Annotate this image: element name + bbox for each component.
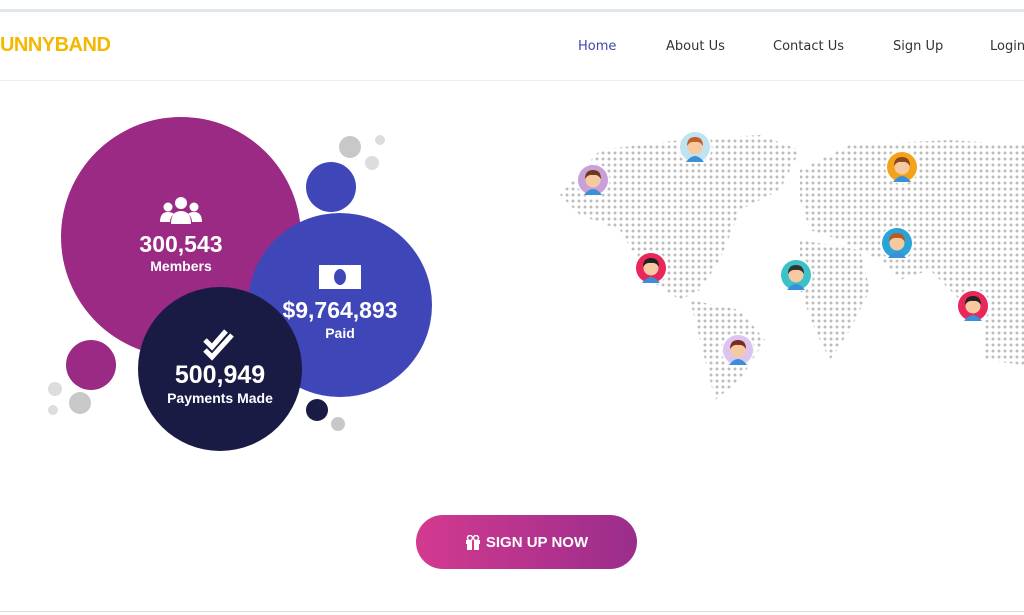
avatar-part bbox=[730, 340, 746, 349]
avatar-part bbox=[585, 170, 601, 179]
nav-link[interactable]: Login bbox=[990, 39, 1024, 54]
check-icon bbox=[203, 329, 234, 361]
avatar-part bbox=[687, 137, 703, 146]
nav-link[interactable]: Sign Up bbox=[893, 39, 944, 54]
deco-dot bbox=[339, 136, 361, 158]
avatar-part bbox=[889, 235, 905, 251]
avatar-part bbox=[788, 265, 804, 274]
deco-dot bbox=[66, 340, 116, 390]
stat-label: Paid bbox=[325, 325, 355, 341]
avatar-part bbox=[894, 157, 910, 166]
avatar-part bbox=[894, 159, 910, 175]
button-label: SIGN UP NOW bbox=[485, 533, 589, 551]
deco-dot bbox=[375, 135, 385, 145]
nav-link[interactable]: Home bbox=[578, 39, 617, 54]
stat-bubble bbox=[138, 287, 302, 451]
deco-dot bbox=[48, 405, 58, 415]
avatar-part bbox=[964, 315, 982, 321]
deco-dot bbox=[306, 399, 328, 421]
avatar-part bbox=[729, 359, 747, 365]
avatar-part bbox=[965, 298, 981, 314]
avatar-part bbox=[642, 277, 660, 283]
avatar-part bbox=[888, 252, 906, 258]
nav-link[interactable]: About Us bbox=[666, 39, 725, 54]
avatar-part bbox=[889, 233, 905, 242]
deco-dot bbox=[306, 162, 356, 212]
avatar-part bbox=[687, 139, 703, 155]
deco-dot bbox=[365, 156, 379, 170]
avatar-part bbox=[730, 342, 746, 358]
money-icon bbox=[319, 265, 361, 289]
stat-label: Members bbox=[150, 258, 212, 274]
members-icon bbox=[160, 197, 202, 224]
avatar-part bbox=[686, 156, 704, 162]
stat-value: $9,764,893 bbox=[282, 297, 397, 323]
top-bar bbox=[0, 9, 1024, 12]
header: HUNNYBAND Home About Us Contact Us Sign … bbox=[0, 12, 1024, 81]
footer-line bbox=[0, 611, 1024, 612]
deco-dot bbox=[331, 417, 345, 431]
avatar-part bbox=[787, 284, 805, 290]
avatars bbox=[576, 130, 990, 367]
deco-dot bbox=[48, 382, 62, 396]
avatar-part bbox=[643, 258, 659, 267]
avatar-part bbox=[643, 260, 659, 276]
nav-link[interactable]: Contact Us bbox=[773, 39, 844, 54]
stat-label: Payments Made bbox=[167, 390, 273, 406]
avatar-part bbox=[788, 267, 804, 283]
avatar-part bbox=[893, 176, 911, 182]
gift-icon bbox=[465, 534, 480, 550]
avatar-part bbox=[584, 189, 602, 195]
avatar-part bbox=[585, 172, 601, 188]
stat-value: 300,543 bbox=[139, 231, 222, 257]
signup-button[interactable]: SIGN UP NOW bbox=[416, 515, 637, 569]
avatar-part bbox=[965, 296, 981, 305]
stat-value: 500,949 bbox=[175, 361, 265, 389]
deco-dot bbox=[69, 392, 91, 414]
brand-logo[interactable]: HUNNYBAND bbox=[0, 34, 111, 56]
